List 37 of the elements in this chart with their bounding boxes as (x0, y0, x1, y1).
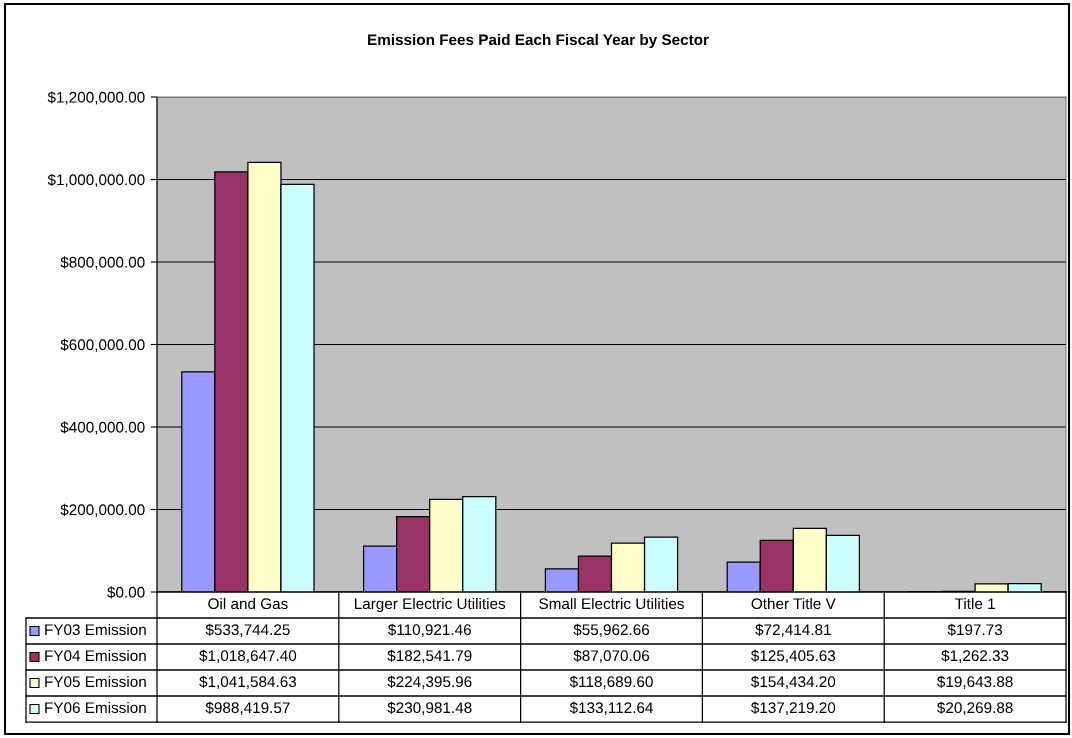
x-tick-label: Title 1 (954, 597, 995, 610)
legend-label: FY05 Emission (45, 675, 146, 688)
data-label: $197.73 (947, 623, 1003, 637)
y-tick-label: $600,000.00 (60, 338, 145, 352)
data-label: $230,981.48 (387, 701, 472, 715)
y-tick-label: $0.00 (107, 586, 145, 599)
x-tick-label: Larger Electric Utilities (354, 597, 506, 613)
x-tick-label: Small Electric Utilities (539, 597, 684, 610)
y-tick-label: $800,000.00 (60, 256, 145, 270)
data-label: $72,414.81 (755, 623, 831, 637)
data-label: $1,018,647.40 (199, 649, 297, 663)
y-tick-label: $200,000.00 (60, 503, 145, 517)
data-label: $55,962.66 (573, 623, 650, 637)
data-label: $988,419.57 (205, 701, 290, 715)
data-label: $533,744.25 (205, 623, 290, 637)
x-tick-label: Other Title V (751, 597, 836, 610)
data-label: $154,434.20 (750, 675, 836, 689)
legend-label: FY06 Emission (45, 701, 146, 714)
x-tick-label: Oil and Gas (208, 597, 288, 610)
data-label: $118,689.60 (569, 675, 653, 689)
data-label: $110,921.46 (387, 623, 471, 637)
data-label: $20,269.88 (937, 701, 1013, 715)
data-label: $87,070.06 (573, 649, 650, 663)
y-tick-label: $1,200,000.00 (47, 91, 145, 105)
data-label: $19,643.88 (937, 675, 1013, 689)
data-label: $1,041,584.63 (199, 675, 297, 689)
y-tick-label: $400,000.00 (60, 421, 145, 435)
y-tick-label: $1,000,000.00 (47, 173, 145, 187)
data-label: $1,262.33 (941, 649, 1009, 663)
data-label: $125,405.63 (750, 649, 836, 663)
legend-label: FY03 Emission (45, 623, 146, 636)
legend-label: FY04 Emission (45, 649, 146, 662)
data-label: $182,541.79 (387, 649, 472, 663)
data-label: $224,395.96 (387, 675, 472, 689)
data-label: $137,219.20 (750, 701, 836, 715)
data-label: $133,112.64 (569, 701, 653, 715)
chart-title: Emission Fees Paid Each Fiscal Year by Sector (368, 33, 709, 49)
